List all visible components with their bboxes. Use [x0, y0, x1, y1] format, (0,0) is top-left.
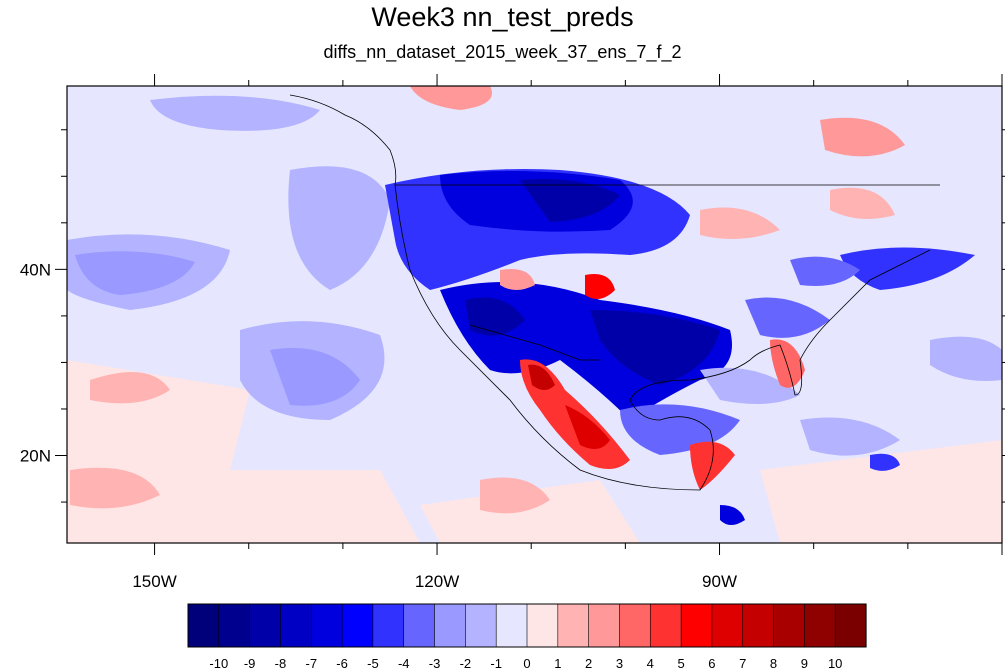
map-field — [67, 86, 1002, 543]
field-region — [840, 247, 975, 290]
colorbar-label: 6 — [708, 656, 715, 671]
colorbar-swatch — [680, 603, 713, 648]
field-region — [720, 505, 745, 525]
colorbar-label: -6 — [336, 656, 348, 671]
colorbar-swatch — [465, 603, 497, 648]
field-region — [745, 297, 830, 338]
colorbar-swatch — [403, 603, 436, 648]
field-region — [800, 417, 900, 456]
field-region — [820, 117, 905, 157]
colorbar-label: -3 — [429, 656, 441, 671]
colorbar-frame — [187, 603, 867, 648]
colorbar-swatch — [742, 603, 775, 648]
colorbar-label: 5 — [677, 656, 684, 671]
field-region — [830, 187, 895, 219]
y-tick-label: 40N — [20, 260, 51, 279]
colorbar-swatch — [834, 603, 867, 648]
border-us-mexico — [469, 324, 600, 361]
field-region — [70, 467, 160, 509]
colorbar-swatch — [804, 603, 836, 648]
y-tick-label: 20N — [20, 447, 51, 466]
field-region — [790, 256, 860, 286]
field-region — [760, 440, 1002, 543]
coastline — [394, 184, 931, 491]
x-tick-label: 150W — [132, 572, 176, 591]
field-region — [465, 297, 525, 336]
chart-subtitle: diffs_nn_dataset_2015_week_37_ens_7_f_2 — [323, 42, 682, 62]
field-region — [90, 372, 170, 404]
field-region — [590, 310, 720, 385]
field-region — [500, 269, 535, 290]
colorbar-swatch — [280, 603, 312, 648]
colorbar-label: 7 — [739, 656, 746, 671]
colorbar-swatch — [495, 603, 528, 648]
colorbar-swatch — [649, 603, 682, 648]
colorbar-swatch — [557, 603, 590, 648]
field-region — [410, 86, 492, 110]
field-region — [930, 336, 1002, 381]
colorbar-swatch — [434, 603, 466, 648]
colorbar-label: -7 — [305, 656, 317, 671]
colorbar: -10 -9 -8 -7 -6 -5 -4 -3 -2 -1 0 1 2 3 4 5 6 7 8 9 10 — [187, 603, 867, 671]
colorbar-label: -9 — [244, 656, 256, 671]
colorbar-label: -1 — [490, 656, 502, 671]
colorbar-label: 10 — [828, 656, 842, 671]
field-region — [565, 405, 610, 449]
colorbar-label: -8 — [275, 656, 287, 671]
field-region — [870, 453, 900, 471]
colorbar-label: 2 — [585, 656, 592, 671]
x-tick-label: 90W — [702, 572, 737, 591]
colorbar-swatch — [588, 603, 621, 648]
field-region — [75, 251, 195, 295]
map-frame — [66, 85, 1003, 544]
colorbar-label: 9 — [801, 656, 808, 671]
field-region — [700, 207, 780, 239]
colorbar-label: 3 — [616, 656, 623, 671]
field-region — [520, 179, 620, 222]
colorbar-label: 8 — [770, 656, 777, 671]
axes: 150W 120W 90W 40N 20N — [20, 74, 1005, 591]
field-region — [528, 364, 555, 390]
colorbar-label: -4 — [398, 656, 410, 671]
colorbar-swatch — [773, 603, 805, 648]
colorbar-swatch — [218, 603, 251, 648]
coastlines — [289, 94, 940, 491]
field-region — [700, 367, 800, 404]
colorbar-swatch — [619, 603, 651, 648]
coastline-alaska — [289, 94, 397, 186]
colorbar-label: -5 — [367, 656, 379, 671]
field-region — [150, 95, 320, 131]
field-region — [690, 441, 735, 490]
colorbar-swatch — [526, 603, 559, 648]
colorbar-swatch — [310, 603, 343, 648]
colorbar-swatch — [249, 603, 282, 648]
field-region — [420, 480, 640, 543]
field-region — [270, 348, 360, 406]
colorbar-swatch — [187, 603, 220, 648]
colorbar-swatch — [711, 603, 744, 648]
x-tick-label: 120W — [415, 572, 459, 591]
colorbar-label: 4 — [647, 656, 654, 671]
colorbar-swatch — [372, 603, 405, 648]
colorbar-label: 1 — [554, 656, 561, 671]
colorbar-label: -10 — [209, 656, 228, 671]
field-region — [480, 477, 550, 514]
field-region — [770, 339, 805, 388]
colorbar-label: 0 — [523, 656, 530, 671]
colorbar-swatch — [341, 603, 374, 648]
colorbar-label: -2 — [460, 656, 472, 671]
field-region — [585, 274, 615, 299]
chart-title: Week3 nn_test_preds — [371, 2, 634, 32]
field-region — [288, 166, 390, 290]
